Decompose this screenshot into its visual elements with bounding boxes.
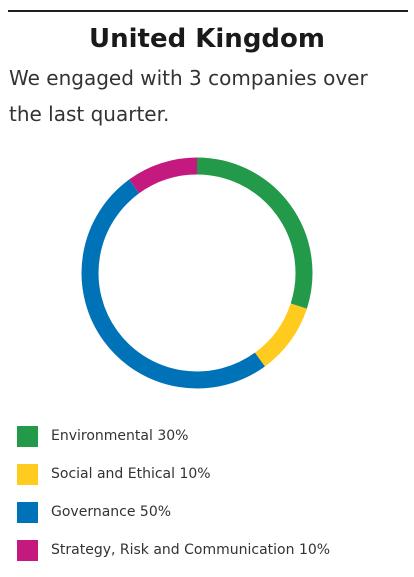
summary-line-1: We engaged with 3 companies over	[9, 66, 368, 90]
legend-swatch	[17, 463, 38, 485]
engagement-summary: We engaged with 3 companies over the las…	[9, 60, 399, 132]
legend-label: Social and Ethical 10%	[51, 466, 211, 482]
legend-swatch	[17, 501, 38, 523]
donut-slice-strategy-risk-and-communication	[129, 157, 198, 194]
legend-swatch	[17, 425, 38, 447]
donut-slice-environmental	[196, 157, 313, 309]
legend-item: Environmental 30%	[17, 425, 330, 447]
chart-title: United Kingdom	[88, 24, 325, 54]
legend-item: Governance 50%	[17, 501, 330, 523]
chart-legend: Environmental 30% Social and Ethical 10% G…	[17, 425, 330, 577]
donut-slice-governance	[81, 179, 265, 389]
donut-slice-social-and-ethical	[254, 303, 307, 367]
summary-line-2: the last quarter.	[9, 102, 170, 126]
legend-label: Governance 50%	[51, 504, 172, 520]
top-divider	[8, 10, 408, 12]
legend-label: Environmental 30%	[51, 428, 189, 444]
legend-item: Strategy, Risk and Communication 10%	[17, 539, 330, 561]
legend-label: Strategy, Risk and Communication 10%	[51, 542, 331, 558]
legend-item: Social and Ethical 10%	[17, 463, 330, 485]
legend-swatch	[17, 539, 38, 561]
donut-chart	[81, 157, 313, 389]
